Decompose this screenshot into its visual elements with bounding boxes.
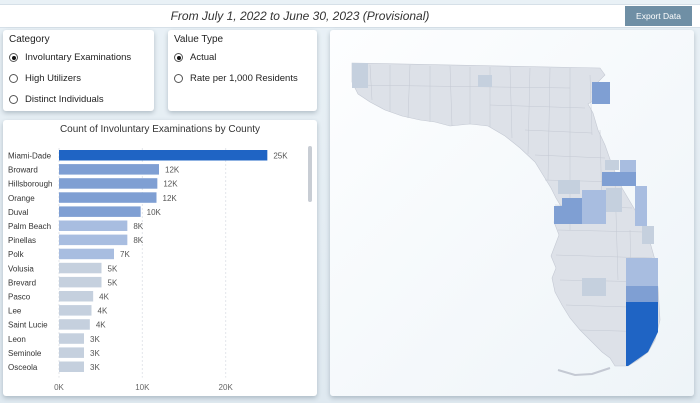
county-miami-dade[interactable] — [626, 302, 658, 366]
bar[interactable] — [59, 333, 84, 344]
data-label: 8K — [133, 222, 143, 231]
radio-icon[interactable] — [174, 74, 183, 83]
bar[interactable] — [59, 206, 141, 217]
county-polk[interactable] — [582, 190, 606, 224]
value-type-label: Value Type — [174, 34, 224, 45]
category-option-distinct-individuals[interactable]: Distinct Individuals — [9, 94, 104, 105]
export-data-button[interactable]: Export Data — [625, 6, 692, 26]
category-label: Osceola — [8, 363, 38, 372]
county-osceola[interactable] — [606, 188, 622, 212]
data-label: 12K — [163, 194, 178, 203]
radio-icon[interactable] — [9, 74, 18, 83]
category-slicer: Category Involuntary Examinations High U… — [3, 30, 154, 111]
bar[interactable] — [59, 234, 128, 246]
bar[interactable] — [59, 319, 90, 330]
category-label: Leon — [8, 335, 26, 344]
radio-icon[interactable] — [9, 95, 18, 104]
category-label: Broward — [8, 166, 38, 175]
category-label: Pasco — [8, 293, 31, 302]
data-label: 12K — [163, 180, 178, 189]
bar[interactable] — [59, 192, 157, 203]
data-label: 3K — [90, 335, 100, 344]
bar[interactable] — [59, 347, 84, 358]
data-label: 25K — [273, 152, 288, 161]
category-label: Saint Lucie — [8, 321, 48, 330]
florida-state-shape[interactable] — [351, 62, 661, 367]
bar-chart-svg: 0K 10K 20K Miami-Dade 25K Broward 12K Hillsboro… — [8, 146, 312, 392]
chart-title: Count of Involuntary Examinations by Cou… — [59, 124, 261, 135]
option-label: Distinct Individuals — [25, 94, 104, 105]
data-label: 5K — [108, 264, 118, 273]
data-label: 7K — [120, 250, 130, 259]
value-type-option-rate[interactable]: Rate per 1,000 Residents — [174, 73, 298, 84]
bar[interactable] — [59, 305, 92, 316]
category-label: Duval — [8, 208, 29, 217]
bar[interactable] — [59, 291, 94, 302]
county-broward[interactable] — [626, 286, 658, 302]
florida-map-svg[interactable] — [330, 30, 694, 396]
county-brevard[interactable] — [635, 186, 647, 226]
data-label: 3K — [90, 363, 100, 372]
category-label: Lee — [8, 307, 22, 316]
county-pinellas[interactable] — [554, 206, 562, 224]
category-label: Category — [9, 34, 50, 45]
category-label: Orange — [8, 194, 35, 203]
data-label: 5K — [108, 278, 118, 287]
data-label: 4K — [98, 307, 108, 316]
category-label: Palm Beach — [8, 222, 51, 231]
radio-selected-icon[interactable] — [9, 53, 18, 62]
county-borders — [351, 64, 659, 351]
bar[interactable] — [59, 220, 128, 232]
county-pasco[interactable] — [558, 180, 580, 194]
county-hillsborough[interactable] — [562, 198, 582, 224]
category-label: Hillsborough — [8, 180, 52, 189]
florida-keys — [557, 367, 611, 377]
bar[interactable] — [59, 150, 268, 161]
value-type-option-actual[interactable]: Actual — [174, 52, 216, 63]
value-type-slicer: Value Type Actual Rate per 1,000 Residen… — [168, 30, 317, 111]
x-tick-label: 10K — [135, 383, 150, 392]
county-seminole[interactable] — [605, 160, 619, 170]
data-label: 3K — [90, 349, 100, 358]
county-palm-beach[interactable] — [626, 258, 658, 286]
county-saint-lucie[interactable] — [642, 226, 654, 244]
county-lee[interactable] — [582, 278, 606, 296]
category-label: Miami-Dade — [8, 152, 52, 161]
category-label: Volusia — [8, 264, 34, 273]
bar[interactable] — [59, 178, 158, 189]
scrollbar-thumb[interactable] — [308, 146, 312, 202]
bar[interactable] — [59, 361, 84, 373]
radio-selected-icon[interactable] — [174, 53, 183, 62]
florida-county-map[interactable] — [330, 30, 694, 396]
category-option-high-utilizers[interactable]: High Utilizers — [9, 73, 81, 84]
county-orange[interactable] — [602, 172, 636, 186]
option-label: Actual — [190, 52, 217, 63]
data-label: 10K — [147, 208, 162, 217]
data-label: 4K — [96, 321, 106, 330]
x-tick-label: 20K — [219, 383, 234, 392]
county-leon[interactable] — [478, 75, 492, 87]
option-label: Involuntary Examinations — [25, 52, 132, 63]
x-tick-label: 0K — [54, 383, 64, 392]
data-label: 12K — [165, 166, 180, 175]
category-label: Seminole — [8, 349, 42, 358]
report-header: From July 1, 2022 to June 30, 2023 (Prov… — [0, 4, 700, 28]
date-range-title: From July 1, 2022 to June 30, 2023 (Prov… — [170, 9, 430, 23]
category-option-involuntary-examinations[interactable]: Involuntary Examinations — [9, 52, 131, 63]
bar[interactable] — [59, 276, 102, 288]
option-label: Rate per 1,000 Residents — [190, 73, 298, 84]
category-label: Pinellas — [8, 236, 36, 245]
bar[interactable] — [59, 248, 114, 260]
county-duval[interactable] — [592, 82, 610, 104]
category-label: Brevard — [8, 278, 36, 287]
data-label: 8K — [133, 236, 143, 245]
county-bar-chart: Count of Involuntary Examinations by Cou… — [3, 120, 317, 396]
county-escambia[interactable] — [352, 63, 368, 88]
bar[interactable] — [59, 262, 102, 274]
data-label: 4K — [99, 293, 109, 302]
bar[interactable] — [59, 164, 159, 175]
option-label: High Utilizers — [25, 73, 81, 84]
category-label: Polk — [8, 250, 25, 259]
